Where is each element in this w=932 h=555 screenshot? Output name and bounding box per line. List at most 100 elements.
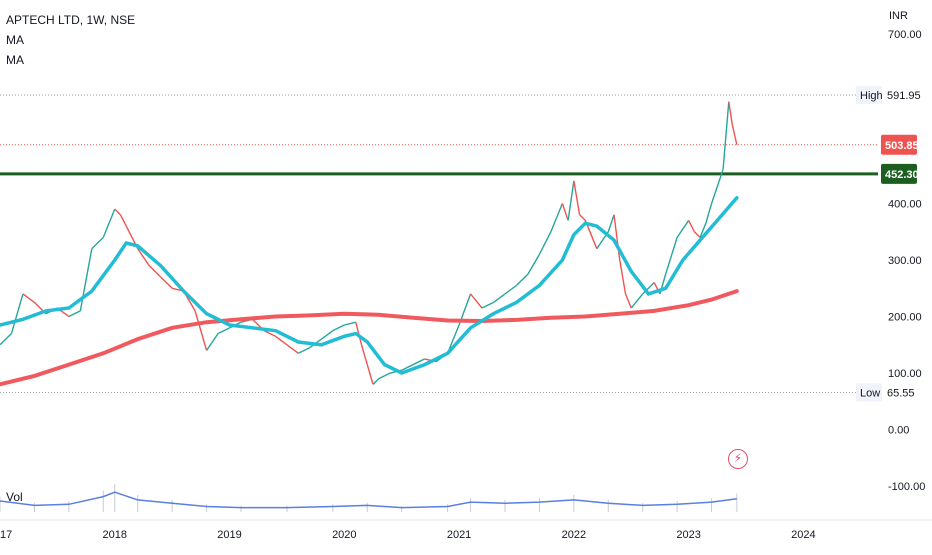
price-segment <box>344 321 356 326</box>
price-segment <box>607 214 615 232</box>
y-tick-label: -100.00 <box>888 481 925 493</box>
y-tick-label: 300.00 <box>888 255 922 267</box>
price-segment <box>731 124 738 145</box>
price-segment <box>728 101 733 125</box>
price-segment <box>619 259 627 295</box>
marker-lines <box>0 94 878 394</box>
price-segment <box>119 214 127 227</box>
price-segment <box>470 293 483 309</box>
y-tick-label: 0.00 <box>888 425 909 437</box>
moving-averages <box>0 196 739 387</box>
lightning-bolt-icon[interactable]: ⚡︎ <box>728 449 748 469</box>
marker-value: 65.55 <box>887 388 915 400</box>
badge-value: 452.30 <box>885 169 919 181</box>
y-tick-label: 400.00 <box>888 198 922 210</box>
price-segment <box>320 330 334 340</box>
price-segment <box>22 293 35 303</box>
price-segment <box>504 284 517 295</box>
support-badge <box>881 163 917 184</box>
price-segment <box>624 293 632 309</box>
price-segment <box>705 203 713 224</box>
price-segment <box>710 186 718 204</box>
price-segment <box>561 203 569 221</box>
ma-fast-line <box>0 196 739 375</box>
currency-label: INR <box>889 10 908 22</box>
price-segment <box>538 231 552 255</box>
price-segment <box>10 293 24 334</box>
indicator-ma-slow[interactable]: MA <box>6 53 24 67</box>
chart-legend: APTECH LTD, 1W, NSE MA MA <box>6 10 135 70</box>
price-segment <box>688 220 695 233</box>
x-tick-label: 2017 <box>0 529 12 541</box>
badge-value: 503.85 <box>885 140 919 152</box>
time-axis[interactable]: 2017 2018 2019 2020 2021 2022 2023 2024 <box>0 519 932 541</box>
price-segment <box>493 293 506 303</box>
x-tick-label: 2019 <box>217 529 241 541</box>
price-segment <box>160 276 173 289</box>
price-segment <box>515 273 529 286</box>
x-tick-label: 2021 <box>447 529 471 541</box>
price-segment <box>579 214 586 221</box>
marker-value: 591.95 <box>887 90 921 102</box>
volume-ma-line <box>0 491 737 509</box>
price-segment <box>567 180 575 221</box>
price-segment <box>378 372 391 380</box>
price-segment <box>699 222 707 238</box>
marker-label-bg <box>856 383 882 402</box>
marker-label: High <box>860 90 883 102</box>
y-tick-label: 700.00 <box>888 29 922 41</box>
price-segment <box>217 327 230 335</box>
price-segment <box>298 346 311 354</box>
price-segment <box>79 248 93 311</box>
marker-label-bg <box>856 85 882 104</box>
price-segment <box>722 101 730 170</box>
price-segment <box>716 169 724 187</box>
price-segment <box>194 310 208 351</box>
volume-pane <box>0 484 738 512</box>
price-segment <box>137 248 150 267</box>
price-segment <box>613 214 621 261</box>
price-segment <box>642 282 655 295</box>
price-segment <box>148 265 162 278</box>
price-segment <box>412 358 425 366</box>
price-segment <box>68 310 81 318</box>
price-segment <box>0 332 12 346</box>
price-badges: High 591.95 503.85 452.30 Low 65.55 <box>856 85 921 402</box>
price-segment <box>360 344 368 365</box>
price-segment <box>332 324 345 332</box>
price-segment <box>693 231 701 238</box>
x-tick-label: 2022 <box>562 529 586 541</box>
price-axis[interactable]: 700.00 400.00 300.00 200.00 100.00 0.00 -100.0… <box>888 29 925 493</box>
price-segment <box>630 293 644 309</box>
price-segment <box>573 180 581 215</box>
indicator-ma-fast[interactable]: MA <box>6 33 24 47</box>
y-tick-label: 200.00 <box>888 312 922 324</box>
price-segment <box>286 344 299 354</box>
price-segment <box>366 364 374 385</box>
x-tick-label: 2018 <box>103 529 127 541</box>
price-segment <box>446 324 460 354</box>
ma-slow-line <box>0 289 739 387</box>
price-segment <box>527 253 541 275</box>
price-segment <box>481 301 494 309</box>
price-segment <box>206 333 219 351</box>
price-segment <box>91 236 104 250</box>
x-tick-label: 2023 <box>676 529 700 541</box>
volume-label[interactable]: Vol <box>6 490 23 504</box>
price-series <box>0 101 738 385</box>
price-segment <box>263 330 276 337</box>
price-segment <box>114 208 122 216</box>
symbol-title[interactable]: APTECH LTD, 1W, NSE <box>6 13 136 27</box>
x-tick-label: 2020 <box>332 529 356 541</box>
x-tick-label: 2024 <box>791 529 815 541</box>
price-segment <box>665 237 678 275</box>
y-tick-label: 100.00 <box>888 368 922 380</box>
last-price-badge <box>881 134 917 155</box>
price-segment <box>372 378 380 385</box>
marker-label: Low <box>860 388 880 400</box>
price-segment <box>676 220 690 238</box>
price-segment <box>550 203 564 233</box>
price-segment <box>275 335 288 346</box>
